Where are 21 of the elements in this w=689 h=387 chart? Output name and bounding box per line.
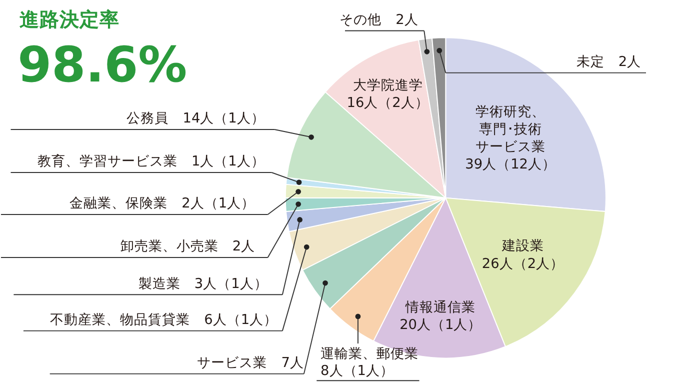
- slice-label: 未定 2人: [576, 54, 642, 70]
- data-label: 16人（2人）: [346, 95, 429, 112]
- data-label: 26人（2人）: [482, 256, 564, 272]
- slice-label: 教育、学習サービス業 1人（1人）: [37, 152, 265, 170]
- text: 98.6%: [18, 36, 188, 94]
- slice-label: 学術研究、専門･技術サービス業: [476, 104, 546, 155]
- slice-label: 製造業 3人（1人）: [138, 276, 268, 292]
- slice-label: 不動産業、物品賃貸業 6人（1人）: [50, 312, 278, 328]
- slice-label: 卸売業、小売業 2人: [120, 238, 256, 255]
- slice-label: 情報通信業: [404, 300, 476, 316]
- category-label: サービス業 7人: [197, 354, 304, 371]
- slice-label: 大学院進学: [352, 77, 423, 94]
- slice-label: 公務員 14人（1人）: [126, 110, 265, 127]
- data-label: 39人（12人）: [465, 156, 556, 173]
- slice-label: その他 2人: [340, 12, 418, 28]
- data-label: 20人（1人）: [400, 317, 482, 334]
- data-label: 8人（1人）: [320, 362, 394, 379]
- slice-label: 建設業: [500, 238, 544, 254]
- slice-label: 金融業、保険業 2人（1人）: [70, 196, 256, 212]
- slice-label: 運輸業、郵便業: [320, 346, 419, 362]
- chart-title: 進路決定率: [20, 8, 120, 31]
